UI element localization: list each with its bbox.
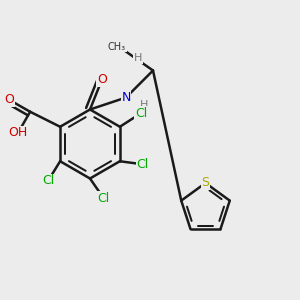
Text: O: O bbox=[4, 93, 14, 106]
Text: Cl: Cl bbox=[136, 158, 148, 171]
Text: Cl: Cl bbox=[135, 107, 147, 120]
Text: Cl: Cl bbox=[98, 191, 110, 205]
Text: OH: OH bbox=[8, 126, 28, 139]
Text: S: S bbox=[202, 176, 209, 190]
Text: O: O bbox=[97, 73, 107, 86]
Text: N: N bbox=[121, 91, 131, 104]
Text: H: H bbox=[134, 53, 142, 64]
Text: CH₃: CH₃ bbox=[108, 41, 126, 52]
Text: H: H bbox=[140, 100, 148, 110]
Text: Cl: Cl bbox=[42, 174, 54, 187]
